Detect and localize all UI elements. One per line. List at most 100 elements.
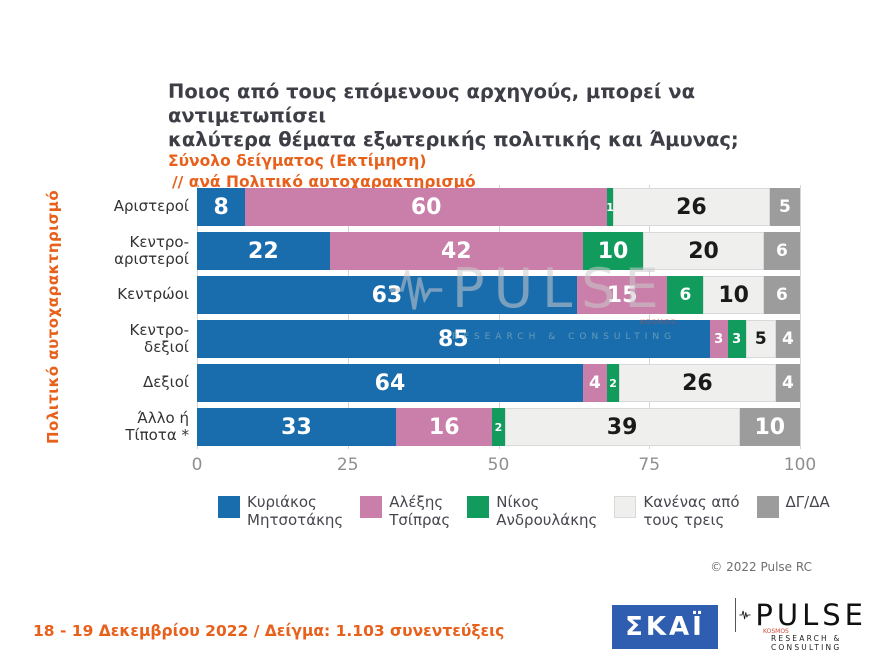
bar-segment: 10 xyxy=(582,232,644,270)
bar-segment: 15 xyxy=(576,276,668,314)
legend-item: ΔΓ/ΔΑ xyxy=(756,493,830,518)
legend-item: Αλέξης Τσίπρας xyxy=(360,493,450,529)
x-axis: 0 25 50 75 100 xyxy=(192,453,817,475)
pulse-logo-small-text: KOSMOS xyxy=(763,628,789,635)
chart-row: Κεντρώοι 63 15 6 10 6 xyxy=(87,273,800,317)
x-tick-label: 25 xyxy=(336,455,359,475)
bar-value: 63 xyxy=(371,282,403,308)
legend-label: Νίκος Ανδρουλάκης xyxy=(496,493,598,529)
bar-value: 3 xyxy=(714,331,724,347)
chart-rows: Αριστεροί 8 60 1 26 5 Κεντρο- αριστεροί 22 42 10 2… xyxy=(87,185,800,449)
bar-track: 33 16 2 39 10 xyxy=(197,408,800,446)
legend: Κυριάκος Μητσοτάκης Αλέξης Τσίπρας Νίκος Α… xyxy=(218,493,830,529)
bar-value: 8 xyxy=(213,194,229,220)
pulse-logo-tagline: RESEARCH & CONSULTING xyxy=(771,634,842,652)
bar-value: 6 xyxy=(775,285,788,305)
bar-value: 26 xyxy=(676,194,707,220)
legend-label: ΔΓ/ΔΑ xyxy=(785,493,830,511)
skai-logo-text: ΣΚΑΪ xyxy=(625,612,705,642)
gridline xyxy=(197,185,198,449)
bar-value: 1 xyxy=(606,200,614,214)
chart-subtitle-2: // ανά Πολιτικό αυτοχαρακτηρισμό xyxy=(172,173,476,192)
chart-row: Κεντρο- αριστεροί 22 42 10 20 6 xyxy=(87,229,800,273)
bar-segment: 42 xyxy=(329,232,583,270)
bar-value: 6 xyxy=(679,285,692,305)
bar-value: 22 xyxy=(248,238,279,264)
y-axis-label: Πολιτικό αυτοχαρακτηρισμό xyxy=(44,189,62,445)
bar-segment: 22 xyxy=(197,232,330,270)
bar-segment: 2 xyxy=(492,408,505,446)
legend-label: Αλέξης Τσίπρας xyxy=(389,493,451,529)
bar-segment: 64 xyxy=(197,364,583,402)
bar-segment: 2 xyxy=(607,364,620,402)
legend-swatch xyxy=(360,496,383,518)
bar-value: 2 xyxy=(609,376,617,390)
bar-track: 63 15 6 10 6 xyxy=(197,276,800,314)
bar-value: 10 xyxy=(718,282,749,308)
x-tick-label: 75 xyxy=(638,455,661,475)
bar-value: 16 xyxy=(428,414,460,440)
chart-row: Κεντρο- δεξιοί 85 3 3 5 4 xyxy=(87,317,800,361)
bar-segment: 26 xyxy=(619,364,776,402)
bar-segment: 4 xyxy=(582,364,608,402)
copyright: © 2022 Pulse RC xyxy=(710,560,812,574)
legend-item: Κυριάκος Μητσοτάκης xyxy=(218,493,343,529)
row-label: Κεντρο- αριστεροί xyxy=(114,232,189,268)
bar-segment: 10 xyxy=(739,408,800,446)
bar-segment: 6 xyxy=(763,232,800,270)
legend-swatch xyxy=(218,496,240,518)
chart-title-line2: καλύτερα θέματα εξωτερικής πολιτικής και… xyxy=(168,127,739,151)
x-tick-label: 0 xyxy=(191,455,203,475)
bar-value: 33 xyxy=(281,414,312,440)
bar-value: 15 xyxy=(606,282,638,308)
bar-segment: 60 xyxy=(245,188,608,226)
legend-label: Κυριάκος Μητσοτάκης xyxy=(247,493,344,529)
bar-segment: 20 xyxy=(643,232,764,270)
bar-value: 5 xyxy=(778,197,791,217)
bar-segment: 3 xyxy=(727,320,746,358)
bar-segment: 8 xyxy=(197,188,246,226)
row-label: Άλλο ή Τίποτα * xyxy=(125,408,189,444)
bar-track: 22 42 10 20 6 xyxy=(197,232,800,270)
bar-segment: 1 xyxy=(606,188,614,226)
chart-title-line1: Ποιος από τους επόμενους αρχηγούς, μπορε… xyxy=(168,80,695,127)
gridlines xyxy=(197,185,801,449)
row-label: Αριστεροί xyxy=(113,197,189,216)
bar-segment: 5 xyxy=(769,188,800,226)
bar-segment: 63 xyxy=(197,276,577,314)
row-label: Κεντρο- δεξιοί xyxy=(129,320,189,356)
row-label: Κεντρώοι xyxy=(117,285,189,304)
legend-swatch xyxy=(614,496,637,518)
legend-item: Νίκος Ανδρουλάκης xyxy=(467,493,597,529)
chart-row: Άλλο ή Τίποτα * 33 16 2 39 10 xyxy=(87,405,800,449)
legend-label: Κανένας από τους τρεις xyxy=(643,493,740,529)
x-tick-label: 100 xyxy=(783,455,817,475)
bar-segment: 10 xyxy=(703,276,764,314)
row-label: Δεξιοί xyxy=(142,373,189,392)
stacked-bar-chart: Αριστεροί 8 60 1 26 5 Κεντρο- αριστεροί 22 42 10 2… xyxy=(87,185,816,475)
title-block: Ποιος από τους επόμενους αρχηγούς, μπορε… xyxy=(168,80,828,193)
bar-value: 39 xyxy=(606,414,638,440)
pulse-logo-top: PULSE xyxy=(735,598,867,632)
bar-segment: 33 xyxy=(197,408,396,446)
pulse-logo-text: PULSE xyxy=(755,597,867,632)
bar-value: 60 xyxy=(410,194,442,220)
legend-swatch xyxy=(467,496,490,518)
gridline xyxy=(347,185,349,449)
bar-segment: 6 xyxy=(763,276,800,314)
skai-logo: ΣΚΑΪ xyxy=(612,605,718,649)
bar-value: 6 xyxy=(775,241,788,261)
bar-value: 20 xyxy=(688,238,719,264)
gridline xyxy=(498,185,500,449)
bar-segment: 4 xyxy=(775,320,800,358)
bar-value: 4 xyxy=(781,373,794,393)
gridline xyxy=(800,185,801,449)
bar-track: 64 4 2 26 4 xyxy=(197,364,800,402)
survey-info: 18 - 19 Δεκεμβρίου 2022 / Δείγμα: 1.103 … xyxy=(33,622,505,640)
pulse-logo: PULSE KOSMOS RESEARCH & CONSULTING xyxy=(735,598,867,652)
bar-segment: 6 xyxy=(667,276,704,314)
bar-value: 42 xyxy=(440,238,472,264)
bar-value: 26 xyxy=(682,370,713,396)
bar-value: 10 xyxy=(597,238,629,264)
legend-item: Κανένας από τους τρεις xyxy=(614,493,740,529)
